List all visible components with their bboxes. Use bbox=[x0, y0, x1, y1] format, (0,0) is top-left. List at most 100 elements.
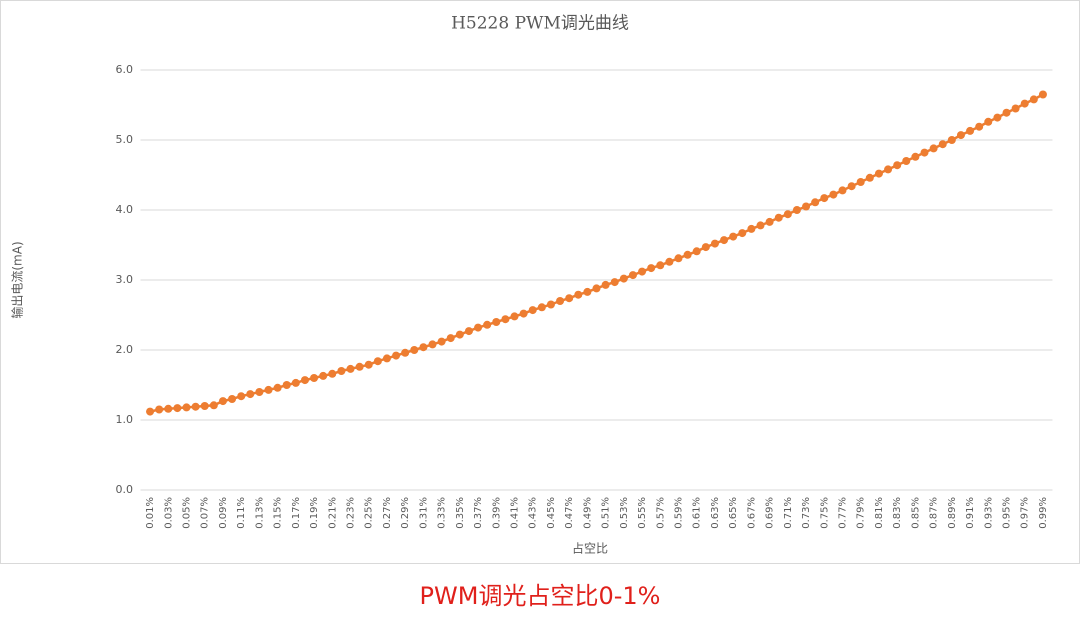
point bbox=[638, 267, 647, 276]
point bbox=[537, 303, 546, 312]
x-tick-label: 0.19% bbox=[309, 497, 320, 529]
point bbox=[574, 290, 583, 299]
point bbox=[428, 340, 437, 349]
x-tick-label: 0.31% bbox=[418, 497, 429, 529]
x-tick-label: 0.17% bbox=[291, 497, 302, 529]
point bbox=[647, 264, 656, 273]
x-tick-label: 0.77% bbox=[838, 497, 849, 529]
x-tick-label: 0.37% bbox=[473, 497, 484, 529]
x-tick-label: 0.67% bbox=[746, 497, 757, 529]
point bbox=[692, 247, 701, 256]
point bbox=[173, 404, 182, 413]
point bbox=[656, 261, 665, 270]
point bbox=[273, 383, 282, 392]
x-tick-label: 0.29% bbox=[400, 497, 411, 529]
point bbox=[792, 206, 801, 214]
x-tick-label: 0.65% bbox=[728, 497, 739, 529]
point bbox=[337, 367, 346, 375]
x-tick-label: 0.11% bbox=[236, 497, 247, 529]
point bbox=[446, 334, 455, 343]
x-tick-label: 0.63% bbox=[710, 497, 721, 529]
point bbox=[856, 178, 865, 186]
point bbox=[401, 348, 410, 357]
point bbox=[300, 376, 309, 385]
x-tick-label: 0.87% bbox=[929, 497, 940, 529]
point bbox=[902, 157, 911, 165]
point bbox=[155, 405, 164, 414]
point bbox=[729, 232, 738, 241]
y-tick-label: 5.0 bbox=[116, 133, 134, 146]
x-tick-label: 0.45% bbox=[546, 497, 557, 529]
x-tick-label: 0.49% bbox=[582, 497, 593, 529]
point bbox=[382, 354, 391, 363]
point bbox=[355, 362, 364, 371]
y-tick-label: 0.0 bbox=[116, 483, 134, 496]
point bbox=[929, 144, 938, 153]
x-tick-label: 0.35% bbox=[455, 497, 466, 529]
x-axis-label: 占空比 bbox=[572, 541, 608, 556]
point bbox=[1020, 99, 1029, 108]
y-axis-label: 输出电流(mA) bbox=[10, 241, 25, 318]
point bbox=[483, 320, 492, 329]
x-tick-label: 0.07% bbox=[200, 497, 211, 529]
point bbox=[747, 224, 756, 233]
point bbox=[474, 323, 483, 332]
x-tick-label: 0.03% bbox=[163, 497, 174, 529]
point bbox=[783, 210, 792, 219]
point bbox=[911, 152, 920, 161]
point bbox=[528, 306, 537, 315]
point bbox=[556, 297, 565, 305]
point bbox=[701, 243, 710, 252]
x-tick-label: 0.43% bbox=[528, 497, 539, 529]
x-tick-label: 0.41% bbox=[510, 497, 521, 529]
point bbox=[592, 284, 601, 293]
x-tick-label: 0.81% bbox=[874, 497, 885, 529]
point bbox=[938, 140, 947, 149]
point bbox=[164, 404, 173, 413]
y-tick-label: 1.0 bbox=[116, 413, 134, 426]
x-tick-label: 0.23% bbox=[346, 497, 357, 529]
point bbox=[865, 173, 874, 182]
point bbox=[282, 381, 291, 389]
point bbox=[255, 388, 264, 396]
point bbox=[683, 250, 692, 259]
point bbox=[920, 148, 929, 157]
point bbox=[264, 385, 273, 394]
x-tick-label: 0.51% bbox=[601, 497, 612, 529]
y-tick-label: 2.0 bbox=[116, 343, 134, 356]
x-tick-label: 0.99% bbox=[1038, 497, 1049, 529]
x-tick-label: 0.95% bbox=[1002, 497, 1013, 529]
point bbox=[947, 136, 956, 144]
x-tick-label: 0.97% bbox=[1020, 497, 1031, 529]
point bbox=[984, 117, 993, 126]
point bbox=[218, 397, 227, 406]
point bbox=[410, 346, 419, 354]
x-tick-label: 0.83% bbox=[892, 497, 903, 529]
point bbox=[546, 300, 555, 309]
point bbox=[710, 239, 719, 248]
x-tick-label: 0.15% bbox=[273, 497, 284, 529]
x-tick-label: 0.93% bbox=[983, 497, 994, 529]
point bbox=[464, 327, 473, 336]
point bbox=[838, 186, 847, 195]
point bbox=[601, 280, 610, 289]
point bbox=[738, 229, 747, 238]
point bbox=[993, 113, 1002, 122]
point bbox=[1011, 104, 1020, 113]
point bbox=[319, 371, 328, 380]
x-tick-label: 0.73% bbox=[801, 497, 812, 529]
x-tick-label: 0.01% bbox=[145, 497, 156, 529]
point bbox=[802, 202, 811, 211]
point bbox=[847, 182, 856, 191]
point bbox=[346, 364, 355, 373]
x-tick-label: 0.91% bbox=[965, 497, 976, 529]
point bbox=[829, 190, 838, 199]
x-tick-label: 0.71% bbox=[783, 497, 794, 529]
chart-title: H5228 PWM调光曲线 bbox=[451, 14, 629, 34]
y-tick-label: 4.0 bbox=[116, 203, 134, 216]
point bbox=[1038, 90, 1047, 99]
x-tick-label: 0.55% bbox=[637, 497, 648, 529]
point bbox=[565, 294, 574, 303]
point bbox=[820, 194, 829, 203]
